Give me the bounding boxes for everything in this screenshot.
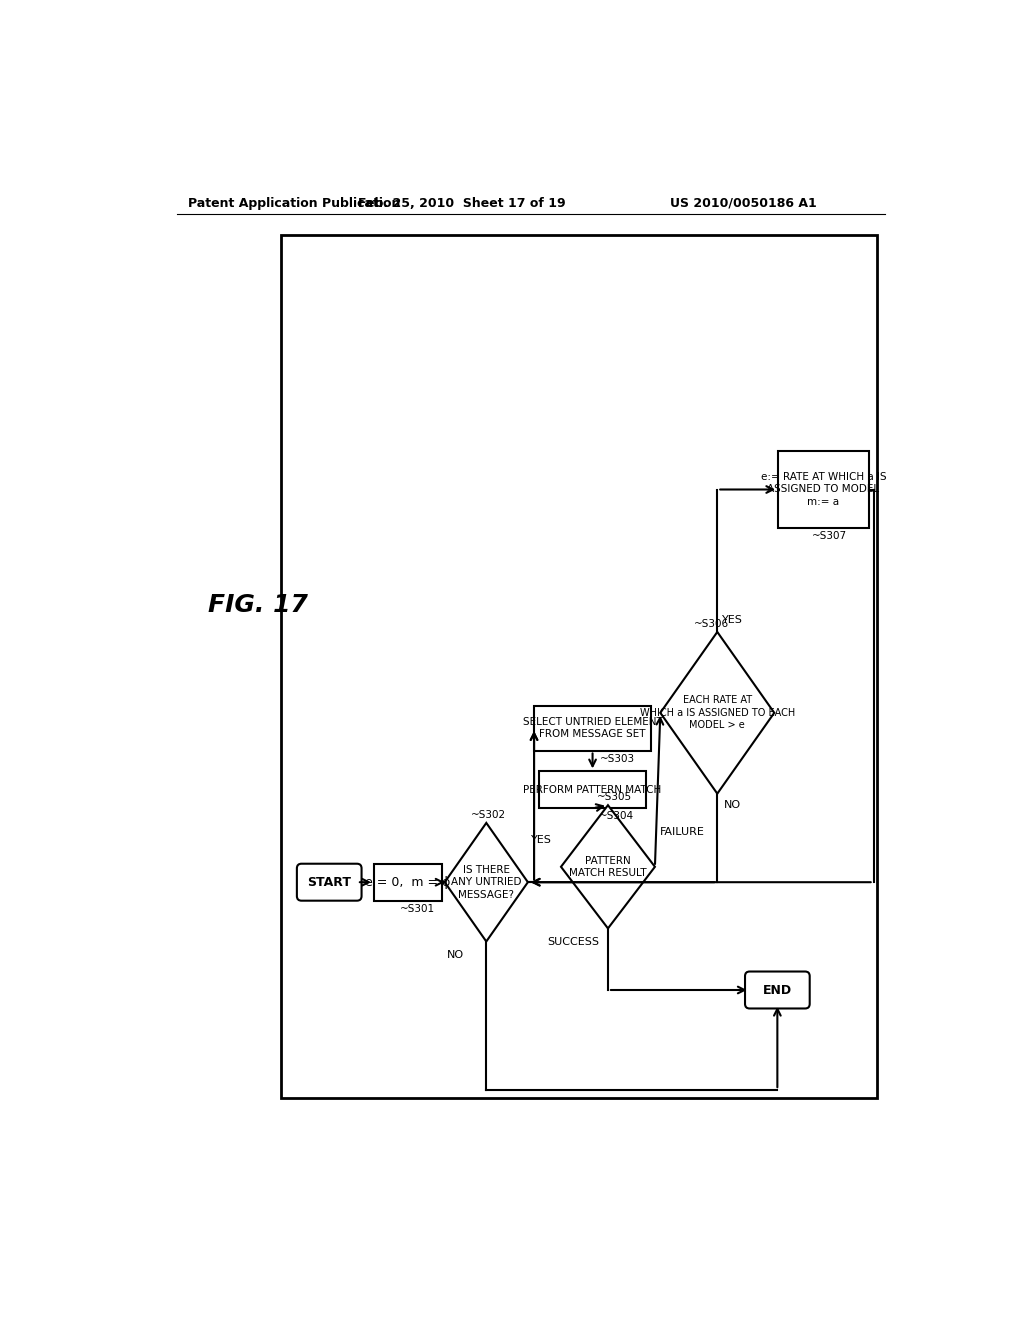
- Text: Feb. 25, 2010  Sheet 17 of 19: Feb. 25, 2010 Sheet 17 of 19: [357, 197, 565, 210]
- Text: IS THERE
ANY UNTRIED
MESSAGE?: IS THERE ANY UNTRIED MESSAGE?: [451, 865, 521, 900]
- Text: PATTERN
MATCH RESULT: PATTERN MATCH RESULT: [569, 855, 647, 878]
- Text: Patent Application Publication: Patent Application Publication: [188, 197, 400, 210]
- Text: ~S304: ~S304: [599, 812, 634, 821]
- Bar: [778, 451, 869, 528]
- Text: US 2010/0050186 A1: US 2010/0050186 A1: [670, 197, 816, 210]
- Bar: [535, 706, 651, 751]
- Bar: [281, 235, 878, 1098]
- Text: YES: YES: [722, 615, 743, 626]
- Text: PERFORM PATTERN MATCH: PERFORM PATTERN MATCH: [523, 785, 662, 795]
- Text: e = 0,  m = ϕ: e = 0, m = ϕ: [366, 875, 451, 888]
- Text: ~S302: ~S302: [471, 810, 506, 820]
- Text: e:= RATE AT WHICH a IS
ASSIGNED TO MODEL
m:= a: e:= RATE AT WHICH a IS ASSIGNED TO MODEL…: [761, 473, 887, 507]
- Polygon shape: [444, 822, 528, 941]
- Text: YES: YES: [531, 834, 552, 845]
- FancyBboxPatch shape: [297, 863, 361, 900]
- Text: FIG. 17: FIG. 17: [208, 593, 307, 616]
- Bar: [540, 771, 646, 808]
- Polygon shape: [561, 805, 655, 928]
- FancyBboxPatch shape: [745, 972, 810, 1008]
- Polygon shape: [660, 632, 774, 793]
- Text: ~S307: ~S307: [812, 531, 847, 541]
- Text: NO: NO: [446, 950, 464, 961]
- Bar: [374, 863, 441, 900]
- Text: START: START: [307, 875, 351, 888]
- Text: ~S303: ~S303: [600, 754, 635, 763]
- Text: SUCCESS: SUCCESS: [547, 937, 599, 948]
- Text: ~S301: ~S301: [400, 904, 435, 913]
- Text: EACH RATE AT
WHICH a IS ASSIGNED TO EACH
MODEL > e: EACH RATE AT WHICH a IS ASSIGNED TO EACH…: [640, 696, 795, 730]
- Text: ~S306: ~S306: [694, 619, 729, 628]
- Text: FAILURE: FAILURE: [659, 828, 705, 837]
- Text: NO: NO: [724, 800, 741, 810]
- Text: ~S305: ~S305: [596, 792, 632, 803]
- Text: SELECT UNTRIED ELEMENT
FROM MESSAGE SET: SELECT UNTRIED ELEMENT FROM MESSAGE SET: [522, 717, 663, 739]
- Text: END: END: [763, 983, 792, 997]
